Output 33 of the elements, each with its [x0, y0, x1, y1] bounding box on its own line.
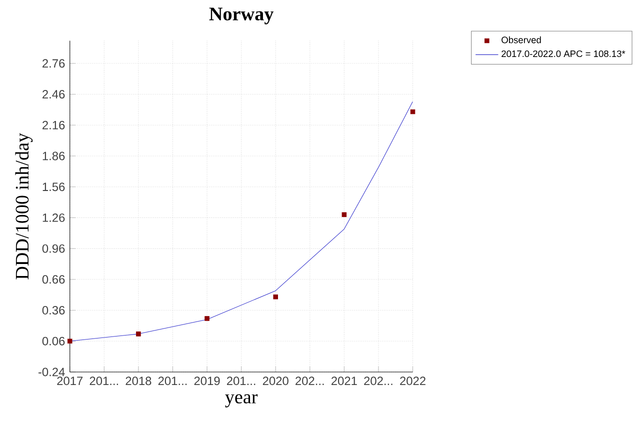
y-tick-label: 0.66 [42, 275, 65, 284]
x-tick-label: 202... [296, 376, 324, 386]
y-tick-label: 1.86 [42, 152, 65, 160]
y-tick-label: 0.36 [42, 306, 65, 315]
point [410, 109, 416, 114]
point [342, 212, 347, 217]
x-tick-label: 201... [158, 376, 187, 386]
y-tick-label: 0.96 [42, 244, 65, 253]
x-tick-label: 2021 [332, 376, 357, 386]
y-tick-label: 0.06 [42, 336, 65, 346]
x-tick-label: 2019 [194, 376, 220, 386]
legend-label: 2017.0-2022.0 APC = 108.13* [502, 50, 626, 58]
y-tick-label: 2.46 [42, 90, 65, 99]
x-tick-label: 2022 [400, 376, 426, 386]
point [273, 294, 278, 300]
x-axis-title: year [225, 394, 258, 408]
x-tick-label: 2018 [126, 376, 152, 386]
x-tick-label: 201... [90, 376, 118, 386]
y-axis-title: DDD/1000 inh/day [15, 132, 33, 280]
point [67, 338, 72, 344]
y-tick-label: 1.56 [42, 182, 65, 192]
y-tick-label: 2.76 [42, 59, 65, 68]
y-tick-label: 2.16 [42, 120, 65, 130]
y-tick-label: 1.26 [42, 213, 65, 222]
x-tick-label: 202... [364, 376, 392, 386]
y-tick-label: -0.24 [38, 368, 65, 376]
chart-title: Norway [209, 8, 274, 24]
x-tick-label: 201... [226, 376, 256, 386]
point [136, 332, 141, 336]
x-tick-label: 2017 [57, 376, 83, 386]
legend-label: Observed [502, 36, 541, 44]
x-tick-label: 2020 [262, 376, 288, 386]
point [204, 316, 210, 321]
